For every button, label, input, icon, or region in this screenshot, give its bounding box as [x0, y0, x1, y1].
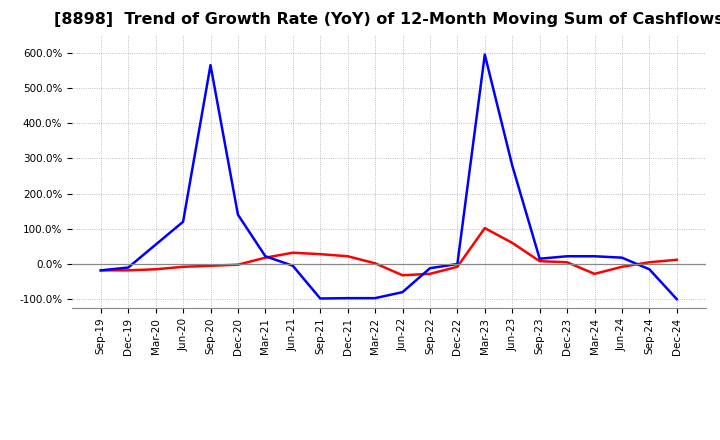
Operating Cashflow	[261, 255, 270, 260]
Free Cashflow	[398, 290, 407, 295]
Operating Cashflow	[618, 264, 626, 269]
Free Cashflow	[426, 266, 434, 271]
Free Cashflow	[590, 253, 599, 259]
Free Cashflow	[672, 297, 681, 302]
Operating Cashflow	[453, 264, 462, 269]
Operating Cashflow	[398, 273, 407, 278]
Free Cashflow	[179, 219, 187, 224]
Operating Cashflow	[645, 260, 654, 265]
Operating Cashflow	[480, 225, 489, 231]
Operating Cashflow	[672, 257, 681, 262]
Free Cashflow	[343, 296, 352, 301]
Operating Cashflow	[289, 250, 297, 255]
Free Cashflow	[124, 265, 132, 270]
Line: Operating Cashflow: Operating Cashflow	[101, 228, 677, 275]
Operating Cashflow	[179, 264, 187, 269]
Free Cashflow	[289, 263, 297, 268]
Free Cashflow	[96, 268, 105, 273]
Operating Cashflow	[96, 268, 105, 273]
Operating Cashflow	[206, 263, 215, 268]
Free Cashflow	[206, 62, 215, 68]
Operating Cashflow	[124, 268, 132, 273]
Free Cashflow	[233, 212, 242, 217]
Free Cashflow	[151, 242, 160, 247]
Free Cashflow	[536, 256, 544, 261]
Operating Cashflow	[563, 260, 572, 265]
Operating Cashflow	[426, 271, 434, 276]
Operating Cashflow	[590, 271, 599, 276]
Line: Free Cashflow: Free Cashflow	[101, 55, 677, 299]
Operating Cashflow	[508, 240, 516, 246]
Legend: Operating Cashflow, Free Cashflow: Operating Cashflow, Free Cashflow	[228, 437, 550, 440]
Free Cashflow	[618, 255, 626, 260]
Operating Cashflow	[371, 260, 379, 266]
Free Cashflow	[563, 253, 572, 259]
Free Cashflow	[645, 267, 654, 272]
Operating Cashflow	[343, 253, 352, 259]
Free Cashflow	[316, 296, 325, 301]
Free Cashflow	[261, 253, 270, 259]
Operating Cashflow	[151, 267, 160, 272]
Free Cashflow	[453, 261, 462, 267]
Free Cashflow	[480, 52, 489, 57]
Free Cashflow	[371, 296, 379, 301]
Operating Cashflow	[316, 252, 325, 257]
Free Cashflow	[508, 163, 516, 168]
Title: [8898]  Trend of Growth Rate (YoY) of 12-Month Moving Sum of Cashflows: [8898] Trend of Growth Rate (YoY) of 12-…	[54, 12, 720, 27]
Operating Cashflow	[536, 259, 544, 264]
Operating Cashflow	[233, 262, 242, 268]
